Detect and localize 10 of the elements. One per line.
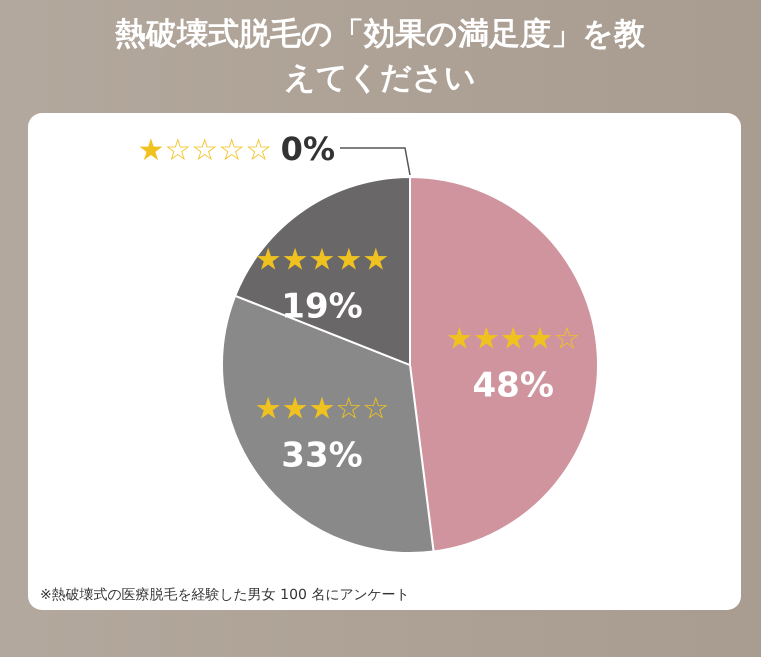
data-label: 33% [281, 435, 363, 476]
slice-label: ★★★☆☆ [254, 391, 390, 426]
chart-title: 熱破壊式脱毛の「効果の満足度」を教えてください [114, 15, 646, 98]
text: 0% [280, 130, 335, 168]
slice-label: ★★★★☆ [446, 322, 580, 357]
data-label: 19% [281, 286, 363, 326]
text: ※熱破壊式の医療脱毛を経験した男女 100 名にアンケート [40, 586, 410, 604]
slice-label: ★★★★★ [254, 242, 390, 278]
data-label: 48% [472, 366, 554, 406]
legend-label: ★☆☆☆☆ [138, 133, 272, 168]
